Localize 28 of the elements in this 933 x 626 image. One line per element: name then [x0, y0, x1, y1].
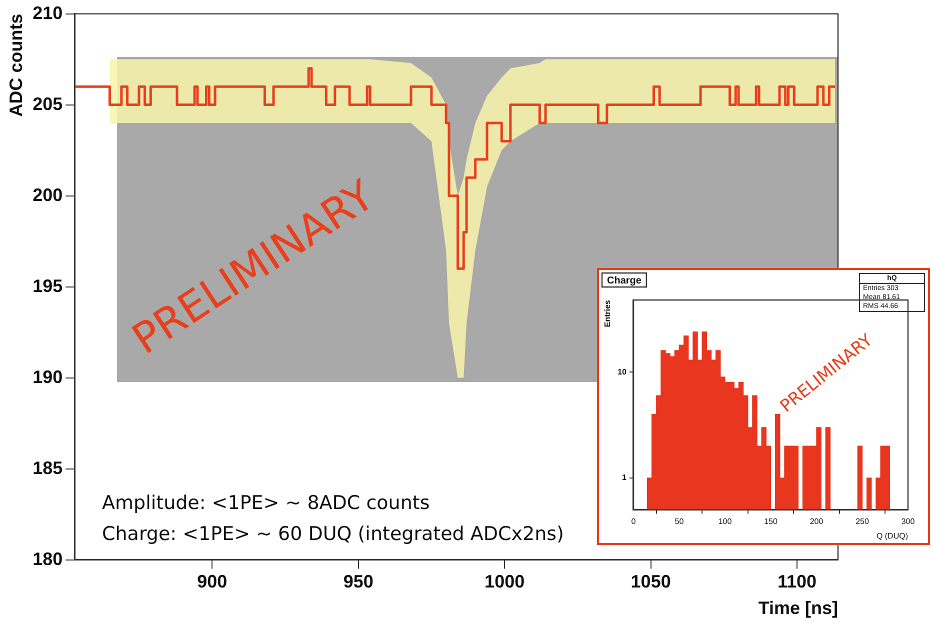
y-tick-label: 180 — [32, 548, 63, 569]
y-tick-label: 200 — [32, 184, 63, 205]
x-axis-title: Time [ns] — [758, 598, 838, 618]
x-tick-label: 1050 — [630, 572, 671, 592]
annotation: Charge: <1PE> ~ 60 DUQ (integrated ADCx2ns) — [102, 522, 564, 545]
y-tick-label: 210 — [32, 2, 63, 23]
annotation: Amplitude: <1PE> ~ 8ADC counts — [102, 492, 430, 514]
x-tick-label: 150 — [764, 516, 778, 526]
x-tick-label: 50 — [674, 516, 684, 526]
y-axis-title: ADC counts — [6, 14, 26, 117]
x-tick-label: 100 — [718, 516, 732, 526]
x-axis-title: Q (DUQ) — [876, 531, 908, 540]
x-tick-label: 200 — [810, 516, 824, 526]
y-axis-title: Entries — [603, 299, 612, 328]
x-tick-label: 0 — [631, 516, 636, 526]
x-tick-label: 1100 — [778, 572, 817, 592]
y-tick-label: 1 — [622, 473, 628, 482]
x-tick-label: 1000 — [484, 572, 525, 592]
x-tick-label: 250 — [856, 516, 870, 526]
x-tick-label: 300 — [901, 516, 916, 526]
y-tick-label: 195 — [32, 276, 63, 296]
y-tick-label: 185 — [32, 458, 63, 478]
y-tick-label: 205 — [32, 94, 63, 114]
x-tick-label: 950 — [343, 572, 374, 592]
chart-title: Charge — [607, 275, 642, 286]
x-tick-label: 900 — [197, 572, 228, 592]
y-tick-label: 190 — [32, 366, 63, 387]
y-tick-label: 10 — [618, 367, 628, 376]
